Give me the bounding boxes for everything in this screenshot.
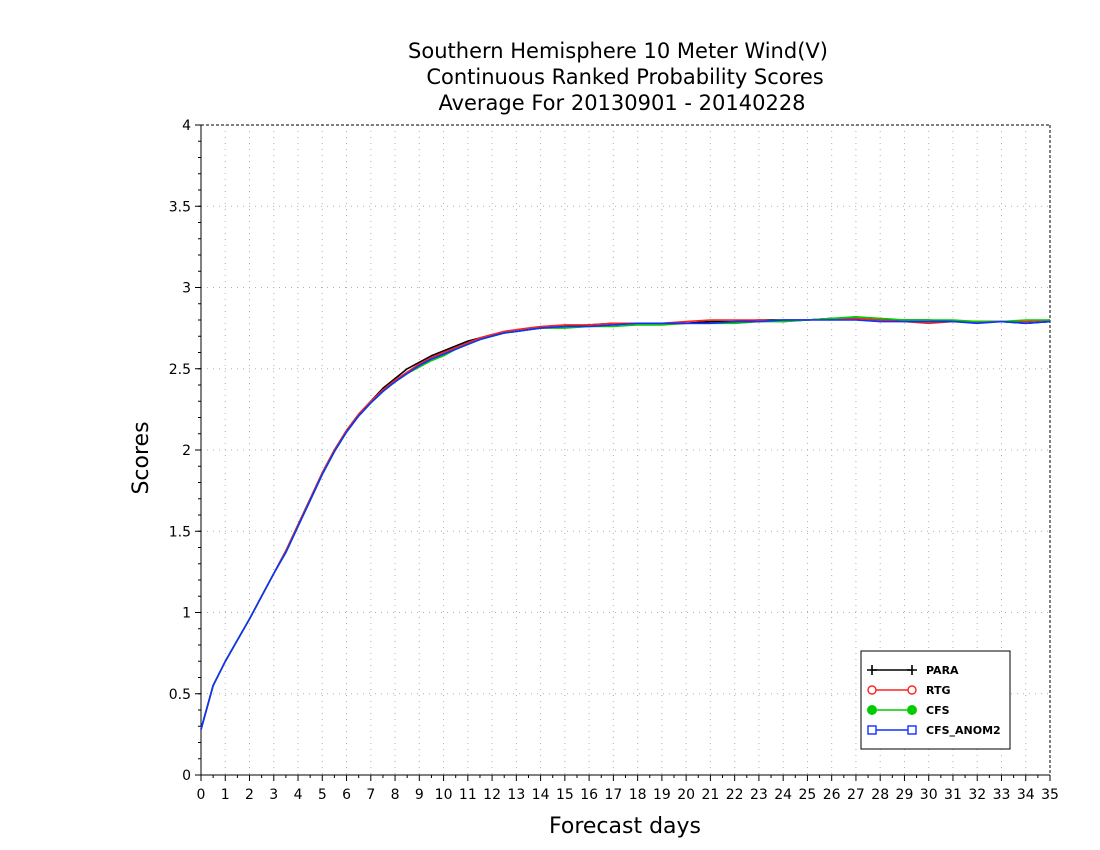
open-square-marker-icon	[907, 725, 917, 735]
x-tick-label: 35	[1041, 787, 1059, 803]
x-tick-label: 30	[920, 787, 938, 803]
y-tick-label: 2	[182, 443, 191, 459]
x-tick-label: 20	[677, 787, 695, 803]
legend-label: RTG	[926, 684, 951, 697]
legend-entry-cfs: CFS	[867, 704, 950, 717]
x-tick-label: 27	[847, 787, 865, 803]
legend-label: CFS	[926, 704, 950, 717]
legend-label: PARA	[926, 664, 959, 677]
x-tick-label: 0	[197, 787, 206, 803]
filled-circle-marker-icon	[867, 705, 877, 715]
y-axis-ticks: 0 0.5 1 1.5 2 2.5 3 3.5 4	[169, 118, 201, 784]
x-tick-label: 33	[993, 787, 1011, 803]
x-tick-label: 2	[245, 787, 254, 803]
x-tick-label: 25	[799, 787, 817, 803]
x-tick-label: 29	[896, 787, 914, 803]
x-tick-label: 9	[415, 787, 424, 803]
open-square-marker-icon	[867, 725, 877, 735]
x-tick-label: 13	[507, 787, 525, 803]
x-tick-label: 23	[750, 787, 768, 803]
chart-title-line-3: Average For 20130901 - 20140228	[438, 91, 805, 115]
legend-entry-rtg: RTG	[867, 684, 951, 697]
x-tick-label: 12	[483, 787, 501, 803]
x-tick-label: 6	[342, 787, 351, 803]
chart-title: Southern Hemisphere 10 Meter Wind(V) Con…	[408, 39, 828, 115]
x-tick-label: 28	[871, 787, 889, 803]
y-tick-label: 1.5	[169, 524, 191, 540]
grid-lines	[201, 125, 1050, 775]
x-tick-label: 8	[391, 787, 400, 803]
x-tick-label: 19	[653, 787, 671, 803]
legend-entry-cfs_anom2: CFS_ANOM2	[867, 724, 1001, 737]
x-tick-label: 21	[701, 787, 719, 803]
series-lines	[200, 315, 1051, 730]
y-tick-label: 4	[182, 118, 191, 134]
x-tick-label: 3	[269, 787, 278, 803]
x-tick-label: 14	[532, 787, 550, 803]
y-tick-label: 3.5	[169, 199, 191, 215]
y-tick-label: 3	[182, 281, 191, 297]
x-tick-label: 10	[435, 787, 453, 803]
series-line-cfs_anom2	[200, 319, 1051, 730]
open-circle-marker-icon	[907, 685, 917, 695]
x-tick-label: 5	[318, 787, 327, 803]
x-tick-label: 1	[221, 787, 230, 803]
x-tick-label: 15	[556, 787, 574, 803]
x-tick-label: 34	[1017, 787, 1035, 803]
x-tick-label: 18	[629, 787, 647, 803]
x-tick-label: 16	[580, 787, 598, 803]
x-tick-label: 4	[294, 787, 303, 803]
x-tick-label: 24	[774, 787, 792, 803]
plus-marker-icon	[907, 665, 917, 675]
legend-entries: PARA RTG CFS CFS_ANOM2	[867, 664, 1001, 737]
y-tick-label: 2.5	[169, 362, 191, 378]
y-tick-label: 0	[182, 768, 191, 784]
x-tick-label: 32	[968, 787, 986, 803]
chart-title-line-2: Continuous Ranked Probability Scores	[426, 65, 823, 89]
x-axis-label: Forecast days	[549, 814, 701, 839]
filled-circle-marker-icon	[907, 705, 917, 715]
legend-box	[860, 650, 1011, 750]
y-tick-label: 0.5	[169, 687, 191, 703]
x-tick-label: 31	[944, 787, 962, 803]
open-circle-marker-icon	[867, 685, 877, 695]
y-axis-label: Scores	[129, 421, 154, 494]
x-tick-label: 11	[459, 787, 477, 803]
x-tick-label: 7	[366, 787, 375, 803]
y-tick-label: 1	[182, 606, 191, 622]
x-tick-label: 22	[726, 787, 744, 803]
x-tick-label: 17	[604, 787, 622, 803]
chart-title-line-1: Southern Hemisphere 10 Meter Wind(V)	[408, 39, 828, 63]
legend-label: CFS_ANOM2	[926, 724, 1001, 737]
plus-marker-icon	[867, 665, 877, 675]
chart-legend: PARA RTG CFS CFS_ANOM2	[860, 650, 1011, 750]
legend-entry-para: PARA	[867, 664, 959, 677]
x-tick-label: 26	[823, 787, 841, 803]
x-axis-ticks: 0 1 2 3 4 5 6 7 8 9 10 11 12 13 14 15 16 17 18 19 20 21 22 23 24…	[197, 775, 1059, 803]
